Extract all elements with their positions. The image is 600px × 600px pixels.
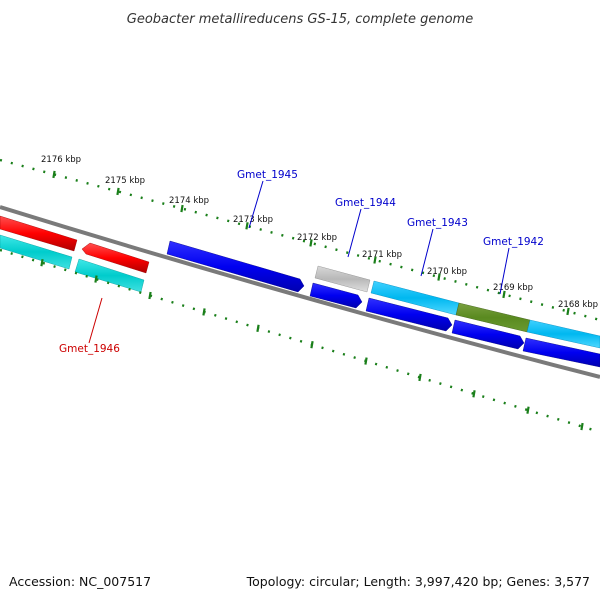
tick-label-2174: 2174 kbp xyxy=(169,196,209,206)
outer-tick-ring xyxy=(0,158,600,322)
backbone-line xyxy=(0,205,600,379)
tick-label-2176: 2176 kbp xyxy=(41,155,81,165)
leader-1945 xyxy=(248,180,264,229)
inner-major-tick xyxy=(256,324,260,332)
inner-major-ticks xyxy=(40,259,584,431)
inner-major-tick xyxy=(202,308,206,316)
tick-label-2169: 2169 kbp xyxy=(493,283,533,293)
inner-major-tick xyxy=(418,373,422,382)
footer-accession: Accession: NC_007517 xyxy=(9,574,151,589)
tick-label-2170: 2170 kbp xyxy=(427,267,467,277)
outer-major-tick xyxy=(309,239,313,247)
gene-reverse-red-2 xyxy=(81,242,150,274)
gene-1945-arrow xyxy=(166,240,305,293)
inner-major-tick xyxy=(310,340,314,349)
map-title: Geobacter metallireducens GS-15, complet… xyxy=(127,12,473,27)
tick-label-2173: 2173 kbp xyxy=(233,215,273,225)
reverse-strand-genes xyxy=(0,234,600,368)
gene-blue-r2 xyxy=(365,297,453,332)
inner-major-tick xyxy=(148,291,152,300)
gene-1944-gray xyxy=(314,265,371,293)
outer-major-tick xyxy=(52,170,56,179)
tick-labels: 2176 kbp 2175 kbp 2174 kbp 2173 kbp 2172… xyxy=(41,155,598,310)
leader-1944 xyxy=(347,208,362,258)
gene-label-1942: Gmet_1942 xyxy=(483,236,544,248)
backbone xyxy=(0,205,600,379)
gene-label-1946: Gmet_1946 xyxy=(59,343,120,355)
outer-major-tick xyxy=(116,187,120,196)
outer-major-tick xyxy=(437,273,441,281)
gene-blue-r3 xyxy=(451,319,525,350)
outer-major-tick xyxy=(566,307,570,316)
leader-1946 xyxy=(88,297,103,344)
gene-cyan-right xyxy=(526,319,600,349)
inner-tick-ring xyxy=(0,248,600,434)
outer-major-tick xyxy=(180,204,184,213)
inner-major-tick xyxy=(580,422,584,431)
gene-label-1944: Gmet_1944 xyxy=(335,197,396,209)
outer-major-tick xyxy=(502,290,506,299)
gene-blue-r1 xyxy=(309,282,363,309)
gene-labels: Gmet_1945 Gmet_1944 Gmet_1943 Gmet_1942 … xyxy=(59,169,544,355)
inner-major-tick xyxy=(472,390,476,398)
outer-major-ticks xyxy=(52,170,570,316)
inner-major-tick xyxy=(526,406,530,414)
forward-strand-genes xyxy=(0,215,600,349)
gene-reverse-red-1 xyxy=(0,215,78,252)
gene-label-1943: Gmet_1943 xyxy=(407,217,468,229)
gene-label-1945: Gmet_1945 xyxy=(237,169,298,181)
leader-1942 xyxy=(499,247,510,295)
tick-label-2168: 2168 kbp xyxy=(558,300,598,310)
outer-major-tick xyxy=(245,222,249,230)
gene-blue-r4 xyxy=(522,337,600,368)
inner-major-tick xyxy=(94,275,98,283)
inner-major-tick xyxy=(40,259,44,267)
footer-summary: Topology: circular; Length: 3,997,420 bp… xyxy=(246,574,590,589)
gene-teal-1 xyxy=(0,234,73,270)
leader-1943 xyxy=(420,228,434,277)
tick-label-2172: 2172 kbp xyxy=(297,233,337,243)
outer-major-tick xyxy=(373,256,377,264)
inner-major-tick xyxy=(364,357,368,365)
tick-label-2171: 2171 kbp xyxy=(362,250,402,260)
tick-label-2175: 2175 kbp xyxy=(105,176,145,186)
